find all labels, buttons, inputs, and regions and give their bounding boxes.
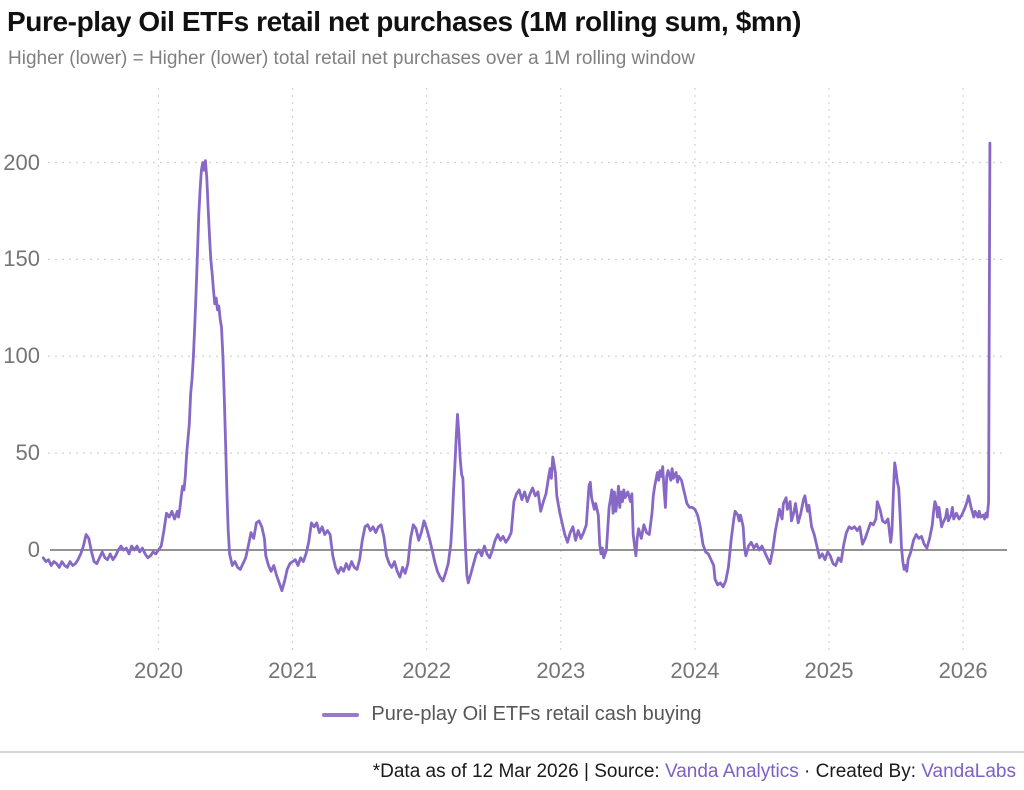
series-line-pure-play-oil-etfs-retail-cash-buying <box>41 141 992 593</box>
y-tick-label-150: 150 <box>3 246 40 272</box>
footer-credits: *Data as of 12 Mar 2026 | Source: Vanda … <box>373 761 1016 783</box>
footer-separator: · <box>798 761 816 782</box>
legend-label: Pure-play Oil ETFs retail cash buying <box>371 703 702 725</box>
footer-divider <box>0 751 1024 753</box>
x-tick-label-2020: 2020 <box>134 658 183 683</box>
page-subtitle: Higher (lower) = Higher (lower) total re… <box>8 48 695 69</box>
x-tick-label-2022: 2022 <box>402 658 452 683</box>
y-tick-label-200: 200 <box>3 149 40 175</box>
y-tick-label-50: 50 <box>15 440 40 466</box>
page-title: Pure-play Oil ETFs retail net purchases … <box>7 6 802 37</box>
y-tick-label-100: 100 <box>3 343 40 369</box>
footer-created-by-label: Created By: <box>815 761 922 782</box>
x-tick-label-2021: 2021 <box>268 658 318 683</box>
footer-brand-link[interactable]: VandaLabs <box>921 761 1016 782</box>
x-tick-label-2025: 2025 <box>804 658 854 683</box>
chart-legend: Pure-play Oil ETFs retail cash buying <box>0 703 1024 726</box>
footer-source-link[interactable]: Vanda Analytics <box>664 761 799 782</box>
line-chart-plot-area <box>41 88 1007 651</box>
x-tick-label-2023: 2023 <box>536 658 586 683</box>
x-tick-label-2026: 2026 <box>938 658 988 683</box>
footer-data-asof: *Data as of 12 Mar 2026 | Source: <box>372 761 665 782</box>
y-tick-label-0: 0 <box>27 537 40 562</box>
x-tick-label-2024: 2024 <box>670 658 720 683</box>
legend-line-swatch <box>322 712 360 717</box>
